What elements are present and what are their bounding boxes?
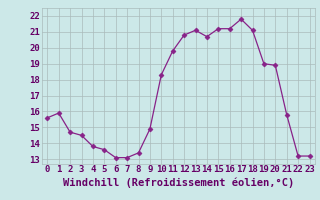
X-axis label: Windchill (Refroidissement éolien,°C): Windchill (Refroidissement éolien,°C) <box>63 177 294 188</box>
